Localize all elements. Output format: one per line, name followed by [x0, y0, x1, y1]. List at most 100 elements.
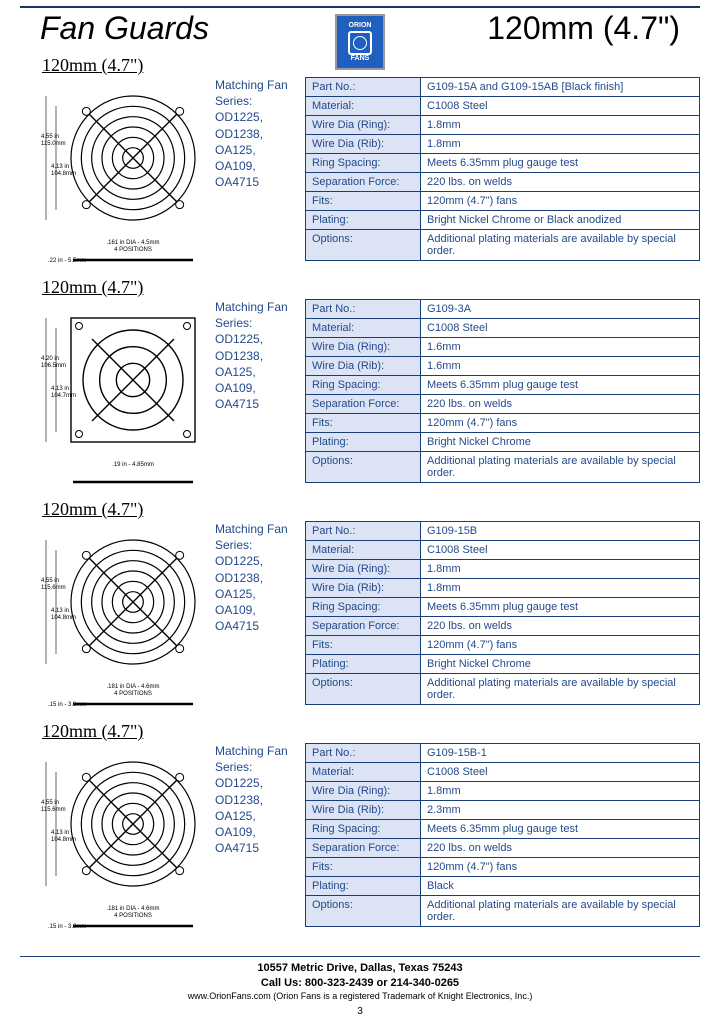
spec-label: Material: — [306, 541, 421, 560]
matching-series-label: Matching Fan Series: — [215, 299, 305, 331]
spec-label: Options: — [306, 452, 421, 483]
spec-label: Wire Dia (Rib): — [306, 135, 421, 154]
spec-value: 1.6mm — [421, 357, 700, 376]
table-row: Material:C1008 Steel — [306, 541, 700, 560]
spec-value: Meets 6.35mm plug gauge test — [421, 598, 700, 617]
spec-label: Wire Dia (Rib): — [306, 357, 421, 376]
table-row: Separation Force:220 lbs. on welds — [306, 395, 700, 414]
svg-text:.15 in - 3.8mm: .15 in - 3.8mm — [48, 702, 86, 708]
technical-diagram: 4.55 in115.6mm4.13 in104.8mm.181 in DIA … — [38, 522, 198, 717]
table-row: Ring Spacing:Meets 6.35mm plug gauge tes… — [306, 154, 700, 173]
table-row: Part No.:G109-3A — [306, 300, 700, 319]
svg-text:115.0mm: 115.0mm — [41, 141, 66, 147]
spec-label: Part No.: — [306, 522, 421, 541]
size-heading: 120mm (4.7") — [20, 55, 215, 76]
spec-value: Additional plating materials are availab… — [421, 674, 700, 705]
footer-legal: www.OrionFans.com (Orion Fans is a regis… — [0, 990, 720, 1002]
product-row: 120mm (4.7")4.55 in115.6mm4.13 in104.8mm… — [20, 499, 700, 717]
table-row: Separation Force:220 lbs. on welds — [306, 173, 700, 192]
spec-value: 2.3mm — [421, 801, 700, 820]
matching-series: Matching Fan Series:OD1225,OD1238,OA125,… — [215, 277, 305, 495]
series-item: OA125, — [215, 142, 305, 158]
spec-table: Part No.:G109-15A and G109-15AB [Black f… — [305, 77, 700, 261]
series-item: OD1225, — [215, 331, 305, 347]
matching-series: Matching Fan Series:OD1225,OD1238,OA125,… — [215, 55, 305, 273]
svg-text:115.6mm: 115.6mm — [41, 585, 66, 591]
spec-value: 120mm (4.7") fans — [421, 858, 700, 877]
products-container: 120mm (4.7")4.55 in115.0mm4.13 in104.8mm… — [0, 55, 720, 939]
diagram-column: 120mm (4.7")4.55 in115.6mm4.13 in104.8mm… — [20, 721, 215, 939]
matching-series-label: Matching Fan Series: — [215, 743, 305, 775]
spec-value: G109-15B — [421, 522, 700, 541]
spec-value: C1008 Steel — [421, 763, 700, 782]
table-row: Fits:120mm (4.7") fans — [306, 858, 700, 877]
spec-label: Wire Dia (Ring): — [306, 782, 421, 801]
svg-text:.22 in - 5.5mm: .22 in - 5.5mm — [48, 258, 86, 264]
spec-label: Material: — [306, 763, 421, 782]
spec-label: Wire Dia (Ring): — [306, 338, 421, 357]
spec-value: Additional plating materials are availab… — [421, 230, 700, 261]
table-row: Options:Additional plating materials are… — [306, 230, 700, 261]
table-row: Ring Spacing:Meets 6.35mm plug gauge tes… — [306, 598, 700, 617]
spec-table-column: Part No.:G109-3AMaterial:C1008 SteelWire… — [305, 277, 700, 495]
spec-label: Material: — [306, 97, 421, 116]
spec-value: G109-3A — [421, 300, 700, 319]
series-item: OD1238, — [215, 348, 305, 364]
spec-value: Meets 6.35mm plug gauge test — [421, 154, 700, 173]
spec-label: Wire Dia (Rib): — [306, 801, 421, 820]
table-row: Plating:Bright Nickel Chrome or Black an… — [306, 211, 700, 230]
spec-label: Ring Spacing: — [306, 598, 421, 617]
table-row: Separation Force:220 lbs. on welds — [306, 617, 700, 636]
table-row: Plating:Bright Nickel Chrome — [306, 655, 700, 674]
spec-label: Options: — [306, 896, 421, 927]
table-row: Options:Additional plating materials are… — [306, 674, 700, 705]
spec-table: Part No.:G109-15BMaterial:C1008 SteelWir… — [305, 521, 700, 705]
svg-text:.15 in - 3.8mm: .15 in - 3.8mm — [48, 924, 86, 930]
table-row: Fits:120mm (4.7") fans — [306, 192, 700, 211]
spec-value: C1008 Steel — [421, 97, 700, 116]
spec-label: Wire Dia (Rib): — [306, 579, 421, 598]
table-row: Wire Dia (Ring):1.8mm — [306, 116, 700, 135]
spec-value: 1.6mm — [421, 338, 700, 357]
spec-label: Part No.: — [306, 744, 421, 763]
product-row: 120mm (4.7")4.55 in115.0mm4.13 in104.8mm… — [20, 55, 700, 273]
svg-text:.181 in DIA - 4.6mm: .181 in DIA - 4.6mm — [106, 684, 159, 690]
spec-value: 1.8mm — [421, 579, 700, 598]
spec-label: Ring Spacing: — [306, 376, 421, 395]
spec-label: Ring Spacing: — [306, 154, 421, 173]
table-row: Wire Dia (Ring):1.8mm — [306, 560, 700, 579]
table-row: Options:Additional plating materials are… — [306, 452, 700, 483]
footer-page-number: 3 — [0, 1005, 720, 1018]
spec-value: Additional plating materials are availab… — [421, 452, 700, 483]
spec-label: Separation Force: — [306, 395, 421, 414]
matching-series: Matching Fan Series:OD1225,OD1238,OA125,… — [215, 721, 305, 939]
spec-table-column: Part No.:G109-15BMaterial:C1008 SteelWir… — [305, 499, 700, 717]
size-heading: 120mm (4.7") — [20, 277, 215, 298]
matching-series-label: Matching Fan Series: — [215, 521, 305, 553]
header-title-left: Fan Guards — [40, 10, 209, 47]
spec-label: Separation Force: — [306, 617, 421, 636]
matching-series-label: Matching Fan Series: — [215, 77, 305, 109]
spec-value: 120mm (4.7") fans — [421, 192, 700, 211]
svg-text:4 POSITIONS: 4 POSITIONS — [114, 691, 152, 697]
svg-text:4 POSITIONS: 4 POSITIONS — [114, 247, 152, 253]
footer-rule — [20, 956, 700, 957]
table-row: Part No.:G109-15A and G109-15AB [Black f… — [306, 78, 700, 97]
diagram-column: 120mm (4.7")4.20 in106.5mm4.13 in104.7mm… — [20, 277, 215, 495]
spec-label: Plating: — [306, 211, 421, 230]
spec-value: 1.8mm — [421, 782, 700, 801]
spec-value: G109-15B-1 — [421, 744, 700, 763]
spec-label: Ring Spacing: — [306, 820, 421, 839]
table-row: Material:C1008 Steel — [306, 763, 700, 782]
table-row: Fits:120mm (4.7") fans — [306, 414, 700, 433]
spec-label: Options: — [306, 674, 421, 705]
spec-label: Part No.: — [306, 300, 421, 319]
spec-value: Additional plating materials are availab… — [421, 896, 700, 927]
table-row: Options:Additional plating materials are… — [306, 896, 700, 927]
spec-label: Plating: — [306, 433, 421, 452]
diagram-column: 120mm (4.7")4.55 in115.0mm4.13 in104.8mm… — [20, 55, 215, 273]
series-item: OD1225, — [215, 109, 305, 125]
table-row: Plating:Black — [306, 877, 700, 896]
series-item: OD1238, — [215, 126, 305, 142]
spec-label: Plating: — [306, 877, 421, 896]
